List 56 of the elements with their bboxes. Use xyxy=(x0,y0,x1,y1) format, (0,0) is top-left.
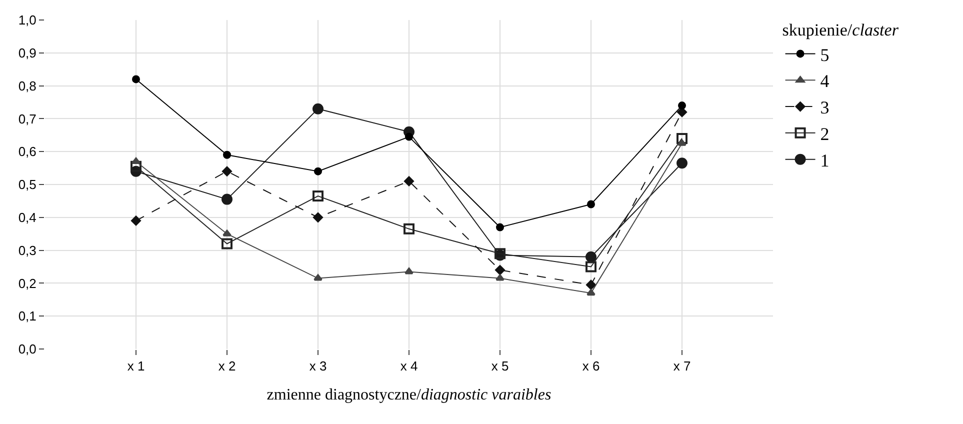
point xyxy=(586,251,596,262)
point xyxy=(132,75,140,84)
legend-label: 1 xyxy=(820,150,830,170)
y-tick-label: 0,1 xyxy=(18,308,36,324)
point xyxy=(495,265,505,275)
y-tick-label: 0,2 xyxy=(18,276,36,291)
legend-label: 3 xyxy=(820,98,830,118)
x-tick-label: x 3 xyxy=(309,358,327,374)
point xyxy=(130,160,142,172)
point xyxy=(222,230,232,236)
point xyxy=(312,190,324,202)
point xyxy=(222,166,232,176)
point xyxy=(496,223,504,232)
point xyxy=(587,200,595,208)
legend-label: 2 xyxy=(820,124,830,144)
y-tick-label: 1,0 xyxy=(18,12,36,28)
point xyxy=(404,223,414,234)
point xyxy=(496,274,504,281)
point xyxy=(676,158,688,169)
point xyxy=(678,139,686,146)
point xyxy=(312,103,324,114)
point xyxy=(131,216,141,226)
y-tick-label: 0,3 xyxy=(18,242,36,258)
point xyxy=(586,280,596,290)
x-tick-label: x 4 xyxy=(400,358,418,374)
point xyxy=(223,150,231,159)
point xyxy=(678,102,686,110)
point xyxy=(314,274,322,281)
legend-label: 5 xyxy=(820,44,830,65)
point xyxy=(405,132,413,141)
point xyxy=(676,132,688,144)
y-tick-label: 0,9 xyxy=(18,45,36,60)
y-tick-label: 0,5 xyxy=(18,177,36,192)
point xyxy=(404,176,414,186)
point xyxy=(314,167,322,176)
point xyxy=(222,194,232,205)
y-tick-label: 0,4 xyxy=(18,210,36,225)
point xyxy=(313,212,323,222)
point xyxy=(677,107,687,118)
y-tick-label: 0,0 xyxy=(18,342,36,357)
point xyxy=(404,268,414,274)
legend-title: skupienie/claster xyxy=(782,20,899,40)
x-tick-label: x 1 xyxy=(127,358,145,374)
x-tick-label: x 7 xyxy=(673,358,691,374)
y-tick-label: 0,8 xyxy=(18,78,36,94)
x-tick-label: x 6 xyxy=(582,358,600,374)
x-axis-title: zmienne diagnostyczne/diagnostic varaibles xyxy=(266,386,552,404)
point xyxy=(222,238,232,250)
y-tick-label: 0,6 xyxy=(18,144,36,160)
y-tick-label: 0,7 xyxy=(18,111,36,126)
point xyxy=(586,261,596,272)
point xyxy=(132,157,140,164)
x-tick-label: x 2 xyxy=(218,358,236,374)
x-tick-label: x 5 xyxy=(491,358,509,374)
point xyxy=(586,289,596,296)
legend-label: 4 xyxy=(820,71,830,92)
